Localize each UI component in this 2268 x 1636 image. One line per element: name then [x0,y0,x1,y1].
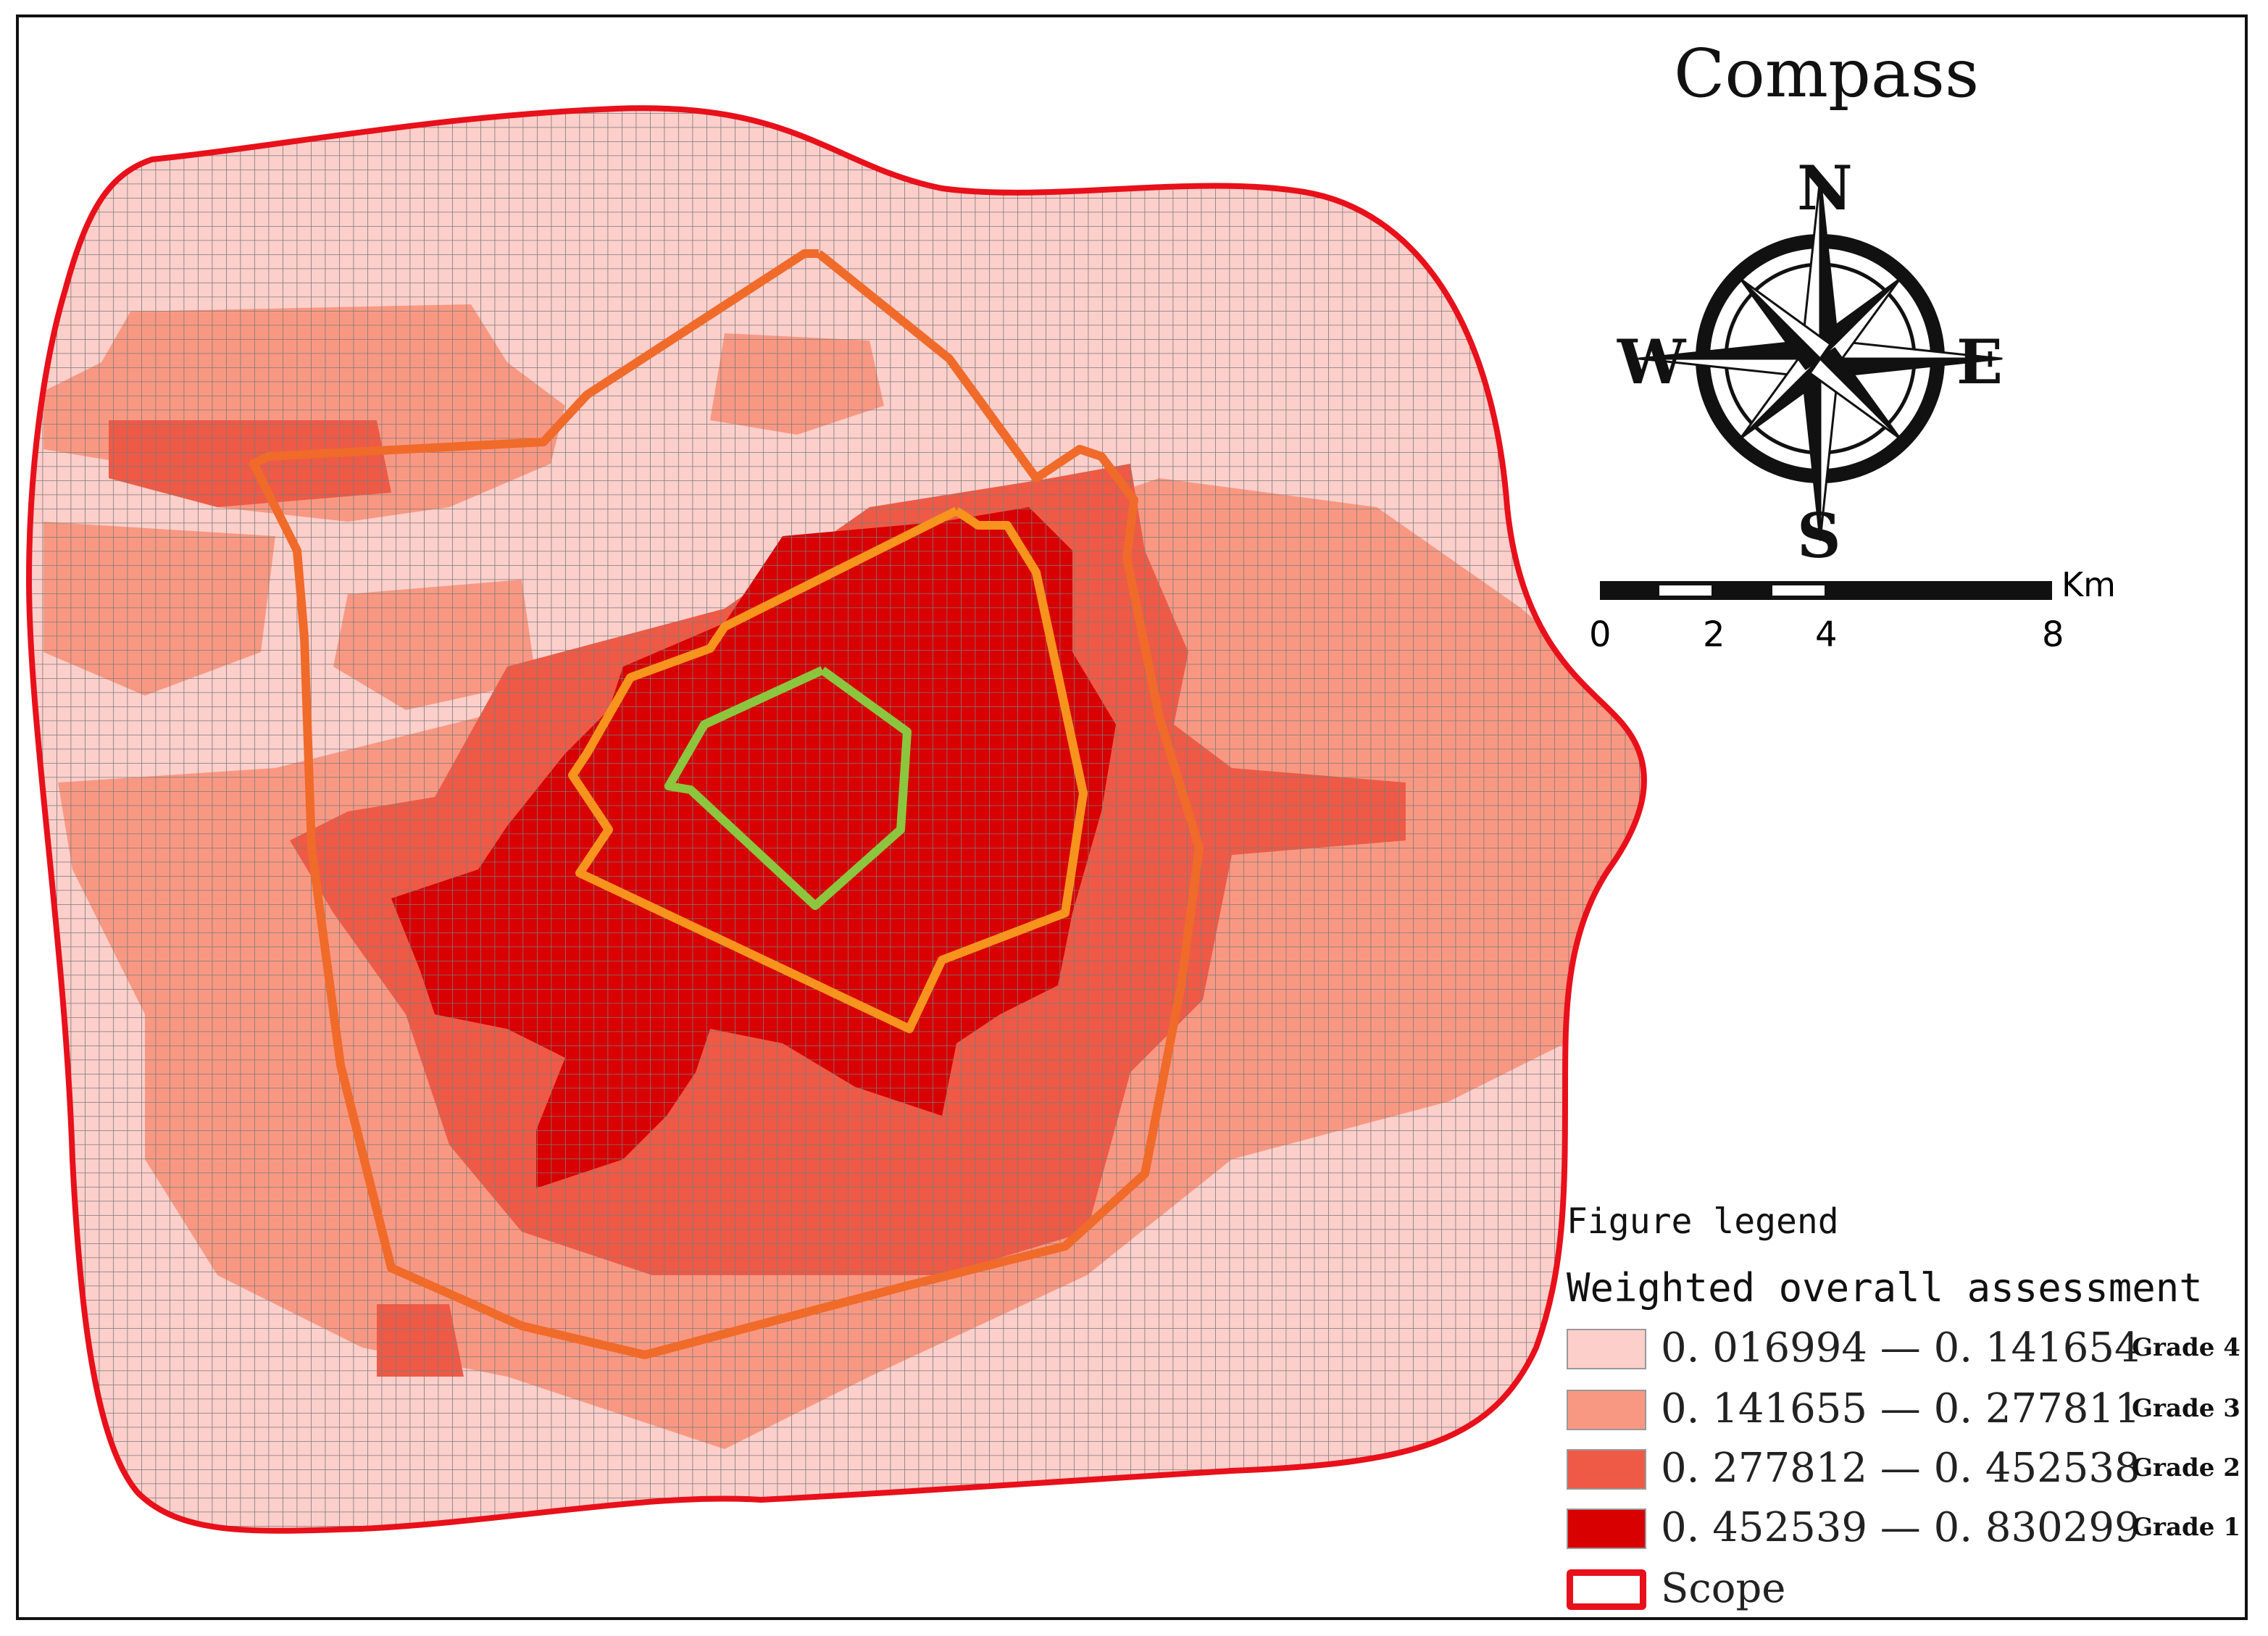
grade-raster [29,108,1644,1531]
scale-tick-8: 8 [2042,614,2064,655]
legend-swatch [1567,1390,1646,1430]
legend-row-grade-4: 0. 016994 — 0. 141654 Grade 4 [1567,1324,2248,1372]
legend-grade: Grade 3 [2132,1394,2240,1423]
scale-unit-label: Km [2061,565,2116,604]
middle-ring-boundary [568,506,1088,1033]
legend-grade: Grade 1 [2132,1513,2240,1542]
scale-tick-0: 0 [1589,614,1612,655]
legend-heading: Figure legend [1567,1201,1839,1242]
grid-overlay [29,108,1644,1531]
compass-east-label: E [1956,326,2004,398]
legend-swatch [1567,1508,1646,1549]
legend-row-grade-1: 0. 452539 — 0. 830299 Grade 1 [1567,1504,2248,1552]
inner-ring-boundary [664,666,912,910]
legend-range: 0. 452539 — 0. 830299 [1661,1504,2140,1551]
legend-swatch [1567,1329,1646,1369]
legend-subheading: Weighted overall assessment [1567,1265,2203,1311]
compass-south-label: S [1797,500,1841,572]
legend-range: 0. 141655 — 0. 277811 [1661,1385,2140,1432]
legend-grade: Grade 2 [2132,1453,2240,1482]
scale-tick-2: 2 [1703,614,1725,655]
scale-bar [1600,581,2052,600]
legend-row-grade-2: 0. 277812 — 0. 452538 Grade 2 [1567,1445,2248,1493]
legend-scope-swatch [1567,1569,1646,1610]
legend-swatch [1567,1449,1646,1490]
legend-range: 0. 277812 — 0. 452538 [1661,1445,2140,1492]
outer-ring-boundary [249,249,1204,1359]
legend-range: 0. 016994 — 0. 141654 [1661,1324,2140,1372]
legend-row-grade-3: 0. 141655 — 0. 277811 Grade 3 [1567,1385,2248,1433]
scale-tick-4: 4 [1815,614,1838,655]
compass-title: Compass [1674,35,1980,112]
legend-grade: Grade 4 [2132,1333,2240,1362]
legend-scope-label: Scope [1661,1565,1786,1612]
compass-west-label: W [1617,326,1686,398]
compass-north-label: N [1797,152,1853,224]
scope-boundary [25,105,1647,1534]
compass-rose [1638,176,2003,541]
